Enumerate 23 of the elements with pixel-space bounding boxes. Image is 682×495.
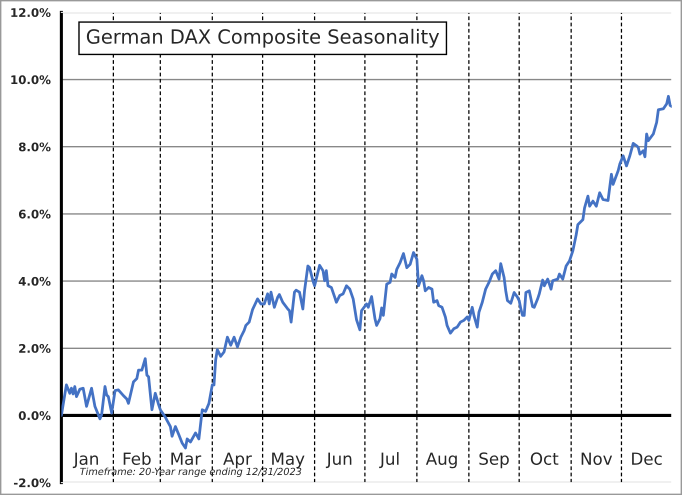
x-tick-label: Oct xyxy=(530,452,558,465)
y-tick-label: 2.0% xyxy=(19,344,51,353)
text: German DAX Composite Seasonality xyxy=(86,28,440,48)
line-series xyxy=(61,94,672,450)
y-tick-label: 8.0% xyxy=(18,142,51,152)
y-tick-label: 0.0% xyxy=(18,411,51,420)
x-tick-label: May xyxy=(272,452,304,468)
x-tick-label: Nov xyxy=(582,452,612,465)
y-tick-label: 12.0% xyxy=(11,8,51,18)
annotation: Timeframe: 20-Year range ending 12/31/2023 xyxy=(80,468,302,477)
y-tick-label: -2.0% xyxy=(14,478,51,488)
x-tick-label: Dec xyxy=(632,452,662,465)
y-tick-label: 6.0% xyxy=(18,210,51,219)
y-tick-label: 10.0% xyxy=(11,75,51,84)
x-tick-label: Aug xyxy=(426,452,457,468)
x-tick-label: Apr xyxy=(223,452,252,468)
x-tick-label: Jan xyxy=(72,452,98,468)
y-tick-label: 4.0% xyxy=(18,276,51,286)
x-tick-label: Feb xyxy=(124,452,151,465)
x-tick-label: Sep xyxy=(479,452,509,468)
x-tick-label: Jul xyxy=(379,452,399,468)
x-tick-label: Jun xyxy=(326,452,352,468)
x-tick-label: Mar xyxy=(171,452,202,465)
